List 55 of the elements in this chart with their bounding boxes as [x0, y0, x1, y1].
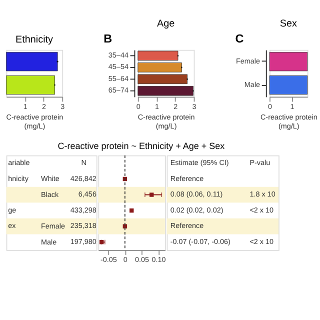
y-tick-label: Black	[41, 190, 60, 200]
text: 0.08 (0.06, 0.11)	[170, 190, 223, 199]
text: hnicity	[8, 174, 29, 183]
y-tick-label: 45–54	[108, 62, 128, 72]
text: P-valu	[250, 158, 270, 168]
x-axis-title: C-reactive protein (mg/L)	[260, 112, 318, 131]
y-tick-label: 55–64	[108, 74, 128, 83]
point	[150, 192, 154, 197]
bar	[138, 50, 178, 61]
x-tick-label: 0	[268, 102, 272, 111]
x-tick-label: 0	[136, 102, 140, 111]
text: ex	[8, 221, 16, 230]
y-tick-label: 35–44	[108, 50, 128, 60]
text: Estimate (95% CI)	[170, 158, 229, 168]
text: 0.02 (0.02, 0.02)	[170, 205, 224, 214]
text: 433,298	[70, 205, 96, 214]
x-tick-label: 2	[42, 102, 46, 111]
y-tick-label: Male	[244, 80, 260, 89]
text: 6,456	[78, 190, 96, 199]
chart-title: Age	[157, 18, 176, 30]
y-tick-label: Female	[236, 56, 260, 66]
text: 235,318	[70, 221, 96, 230]
x-tick-label: 3	[192, 102, 196, 111]
chart-title: C-reactive protein ~ Ethnicity + Age + Sex	[58, 141, 226, 152]
x-tick-label: 0	[123, 255, 128, 264]
text: Reference	[170, 174, 204, 183]
x-tick-label: 1	[154, 102, 160, 111]
text: Reference	[170, 221, 204, 230]
x-tick-label: 3	[60, 102, 65, 111]
text: 426,842	[70, 174, 96, 183]
y-tick-label: Female	[41, 222, 66, 231]
text: B	[104, 32, 112, 46]
text: ariable	[8, 158, 30, 168]
text: <2 x 10	[250, 236, 274, 246]
x-tick-label: 0.10	[152, 255, 166, 264]
x-axis-title: C-reactive protein (mg/L)	[138, 112, 195, 131]
chart-title: Sex	[280, 18, 298, 30]
x-tick-label: 0.05	[135, 255, 150, 264]
y-tick-label: Male	[41, 237, 57, 246]
x-tick-label: 1	[290, 102, 294, 111]
point	[129, 208, 134, 213]
y-tick-label: 65–74	[108, 86, 128, 95]
x-tick-label: -0.05	[100, 255, 117, 264]
y-tick-label: White	[41, 174, 60, 184]
text: N	[81, 158, 86, 168]
chart-title: Ethnicity	[16, 34, 54, 46]
text: 1.8 x 10	[250, 190, 276, 199]
text: <2 x 10	[250, 205, 274, 214]
text: 197,980	[70, 236, 96, 246]
x-tick-label: 2	[174, 102, 178, 111]
text: -0.07 (-0.07, -0.06)	[170, 236, 230, 246]
x-axis-title: C-reactive protein (mg/L)	[6, 112, 64, 131]
text: C	[235, 32, 244, 46]
x-tick-label: 1	[23, 102, 28, 111]
text: ge	[8, 205, 16, 214]
